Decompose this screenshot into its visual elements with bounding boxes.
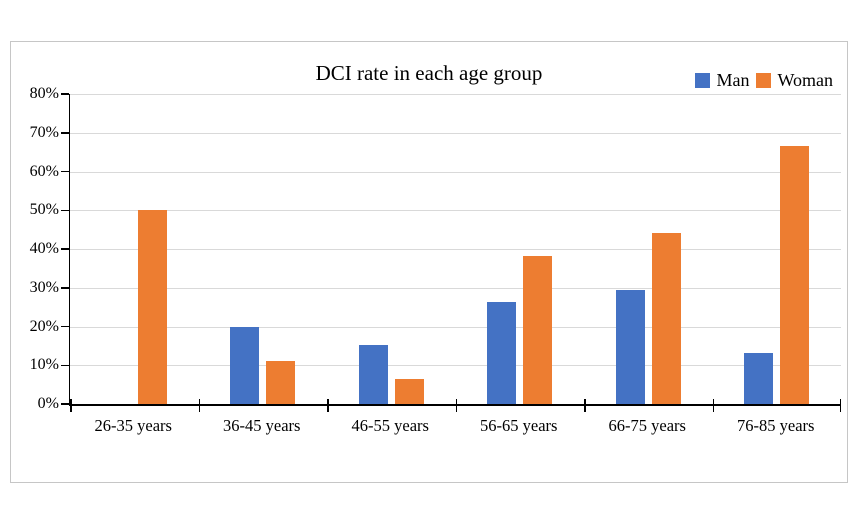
bar-man-56-65-years xyxy=(487,302,517,404)
x-axis-labels: 26-35 years 36-45 years 46-55 years 56-65 y… xyxy=(69,414,840,438)
bar-woman-66-75-years xyxy=(651,233,681,404)
y-tick-30% xyxy=(61,287,69,289)
legend-label-man: Man xyxy=(716,70,750,90)
bar-woman-46-55-years xyxy=(394,378,424,404)
x-boundary-tick xyxy=(584,399,586,412)
gridline-10% xyxy=(70,365,841,367)
x-category-label: 26-35 years xyxy=(94,416,172,435)
y-tick-label: 10% xyxy=(29,356,59,374)
y-tick-label: 40% xyxy=(29,240,59,257)
chart-figure: DCI rate in each age group Man Woman 0% 1… xyxy=(10,41,848,483)
y-tick-label: 80% xyxy=(29,85,59,102)
y-tick-label: 0% xyxy=(37,395,59,412)
gridline-20% xyxy=(70,326,841,328)
y-tick-70% xyxy=(61,132,69,134)
y-tick-20% xyxy=(61,325,69,328)
bar-man-36-45-years xyxy=(230,326,260,404)
legend-label-woman: Woman xyxy=(777,70,833,90)
y-tick-50% xyxy=(61,209,69,211)
bar-man-66-75-years xyxy=(615,290,645,404)
gridline-50% xyxy=(70,210,841,212)
y-tick-80% xyxy=(61,93,69,95)
y-tick-0% xyxy=(61,403,69,405)
bar-man-76-85-years xyxy=(744,352,774,404)
gridline-80% xyxy=(70,94,841,95)
y-tick-10% xyxy=(61,364,69,366)
gridline-60% xyxy=(70,171,841,173)
x-boundary-tick xyxy=(70,399,72,412)
x-boundary-tick xyxy=(198,399,200,412)
legend-item-woman: Woman xyxy=(756,70,833,91)
x-category-label: 56-65 years xyxy=(480,416,558,435)
bar-woman-36-45-years xyxy=(266,361,296,404)
man-series-swatch xyxy=(695,73,711,88)
legend-item-man: Man xyxy=(695,70,749,91)
y-tick-label: 50% xyxy=(29,201,59,219)
y-tick-label: 70% xyxy=(29,123,59,141)
y-tick-40% xyxy=(61,248,69,250)
gridline-40% xyxy=(70,249,841,250)
bar-man-46-55-years xyxy=(358,345,388,404)
y-tick-label: 30% xyxy=(29,278,59,296)
y-tick-60% xyxy=(61,170,69,173)
y-axis-labels: 0% 10% 20% 30% 40% 50% 60% 70% 80% xyxy=(11,85,59,412)
bar-woman-56-65-years xyxy=(523,255,553,404)
x-boundary-tick xyxy=(839,399,841,412)
y-tick-label: 60% xyxy=(29,162,59,180)
bar-woman-26-35-years xyxy=(137,210,167,404)
gridline-70% xyxy=(70,132,841,134)
x-boundary-tick xyxy=(327,399,329,412)
plot-area xyxy=(61,93,841,412)
x-category-label: 46-55 years xyxy=(351,416,429,435)
bar-woman-76-85-years xyxy=(780,145,810,404)
x-category-label: 66-75 years xyxy=(608,416,686,435)
woman-series-swatch xyxy=(756,73,772,88)
gridline-30% xyxy=(70,287,841,289)
legend: Man Woman xyxy=(695,70,833,91)
chart-title: DCI rate in each age group xyxy=(315,61,543,85)
x-boundary-tick xyxy=(712,399,714,412)
y-tick-label: 20% xyxy=(29,317,59,335)
x-boundary-tick xyxy=(455,399,457,412)
x-category-label: 76-85 years xyxy=(737,416,815,435)
x-category-label: 36-45 years xyxy=(223,416,301,435)
